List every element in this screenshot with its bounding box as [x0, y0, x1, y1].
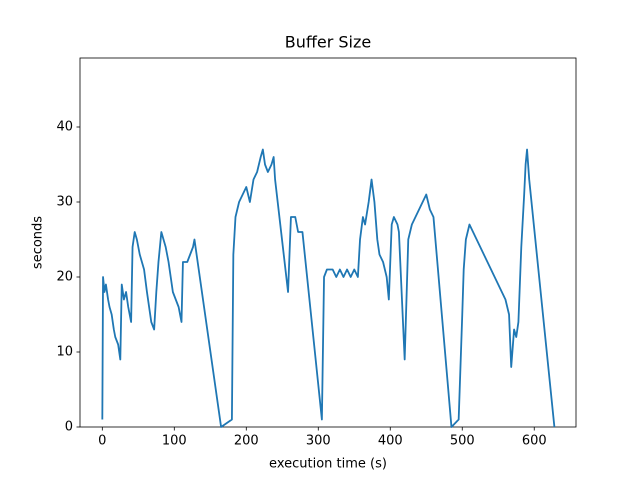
plot-frame	[79, 57, 577, 428]
y-tick-label: 40	[56, 120, 73, 135]
y-tick-label: 20	[56, 270, 73, 285]
x-axis-label: execution time (s)	[269, 457, 387, 472]
y-tick-label: 10	[56, 345, 73, 360]
chart-title: Buffer Size	[285, 33, 372, 52]
y-axis-label: seconds	[31, 216, 46, 269]
x-tick-label: 500	[450, 434, 475, 449]
data-line	[101, 148, 556, 428]
x-tick-label: 600	[522, 434, 547, 449]
x-tick-label: 0	[98, 434, 106, 449]
y-tick-label: 30	[56, 195, 73, 210]
y-tick-label: 0	[65, 420, 73, 435]
x-tick-label: 100	[162, 434, 187, 449]
x-tick-label: 400	[378, 434, 403, 449]
x-tick-label: 200	[234, 434, 259, 449]
x-tick-label: 300	[306, 434, 331, 449]
